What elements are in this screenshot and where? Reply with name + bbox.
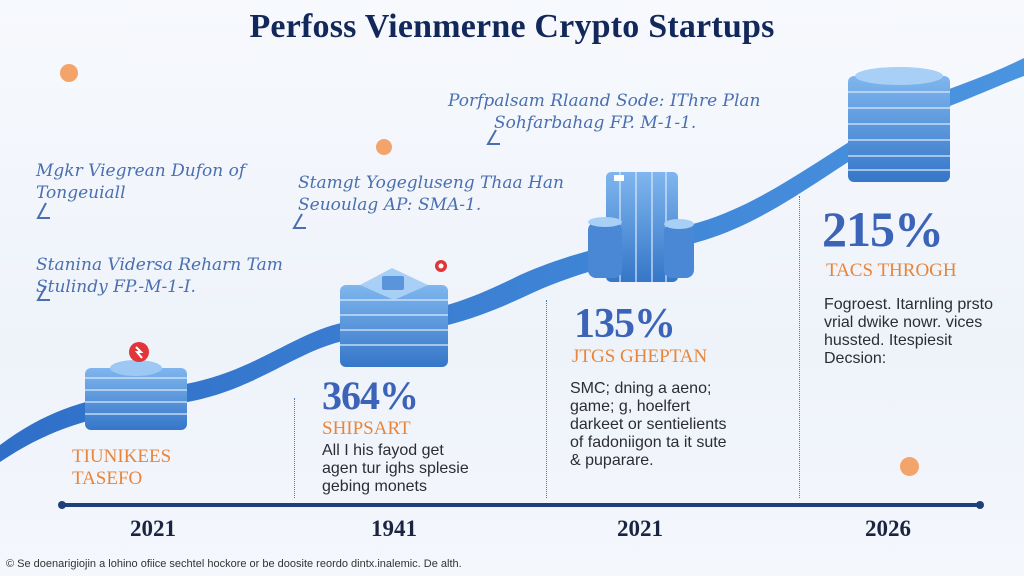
connector-line-4 [799, 196, 800, 498]
description-line: vrial dwike nowr. vices [824, 314, 983, 331]
block-stack-4 [848, 67, 950, 182]
orange-dot [376, 139, 392, 155]
note-line: Porfpalsam Rlaand Sode: IThre Plan [448, 91, 761, 111]
description-line: of fadoniigon ta it sute [570, 434, 727, 451]
year-label-1: 2021 [130, 516, 176, 541]
description-line: game; g, hoelfert [570, 398, 691, 415]
connector-line-3 [546, 300, 547, 498]
milestone-2-description: All I his fayod get agen tur ighs splesi… [322, 442, 469, 496]
note-line: Tongeuiall [36, 183, 126, 203]
milestone-1-label: TIUNIKEES TASEFO [72, 446, 171, 490]
note-1: Mgkr Viegrean Dufon of Tongeuiall [36, 160, 245, 204]
footer-text: © Se doenarigiojin a lohino ofiice secht… [6, 558, 462, 570]
block-stack-3 [588, 172, 694, 282]
milestone-2-percent: 364% [322, 373, 419, 418]
description-line: hussted. Itespiesit [824, 332, 953, 349]
note-line: Sohfarbahag FP. M-1-1. [494, 113, 697, 133]
orange-dot [900, 457, 919, 476]
year-label-2: 1941 [371, 516, 417, 541]
connector-line-2 [294, 398, 295, 498]
milestone-3-label: JTGS GHEPTAN [572, 346, 708, 367]
description-line: agen tur ighs splesie [322, 460, 469, 477]
description-line: SMC; dning a aeno; [570, 380, 712, 397]
description-line: Decsion: [824, 350, 887, 367]
page-title: Perfoss Vienmerne Crypto Startups [249, 8, 775, 45]
milestone-3-percent: 135% [574, 301, 676, 347]
note-3: Stamgt Yogegluseng Thaa Han Seuoulag AP:… [298, 172, 564, 216]
block-stack-2 [340, 260, 448, 367]
note-line: Seuoulag AP: SMA-1. [298, 195, 482, 215]
note-2: Stanina Vidersa Reharn Tam Stulindy FP.-… [36, 254, 283, 298]
description-line: Fogroest. Itarnling prsto [824, 296, 993, 313]
note-line: Stanina Vidersa Reharn Tam [36, 255, 283, 275]
description-line: All I his fayod get [322, 442, 444, 459]
milestone-3-description: SMC; dning a aeno; game; g, hoelfert dar… [570, 380, 727, 470]
note-4: Porfpalsam Rlaand Sode: IThre Plan Sohfa… [448, 90, 761, 134]
note-line: Mgkr Viegrean Dufon of [36, 161, 246, 181]
milestone-4-percent: 215% [822, 201, 944, 257]
description-line: gebing monets [322, 478, 427, 495]
note-line: Stulindy FP.-M-1-I. [36, 277, 196, 297]
year-label-4: 2026 [865, 516, 911, 541]
description-line: darkeet or sentielients [570, 416, 727, 433]
note-line: Stamgt Yogegluseng Thaa Han [298, 173, 564, 193]
description-line: & puparare. [570, 452, 654, 469]
orange-dot [60, 64, 78, 82]
year-label-3: 2021 [617, 516, 663, 541]
milestone-4-description: Fogroest. Itarnling prsto vrial dwike no… [824, 296, 993, 368]
label-line: TASEFO [72, 468, 143, 489]
label-line: TIUNIKEES [72, 446, 172, 467]
milestone-4-label: TACS THROGH [826, 260, 957, 281]
milestone-2-label: SHIPSART [322, 418, 411, 439]
block-stack-1 [85, 342, 187, 430]
growth-wave [0, 58, 1024, 462]
